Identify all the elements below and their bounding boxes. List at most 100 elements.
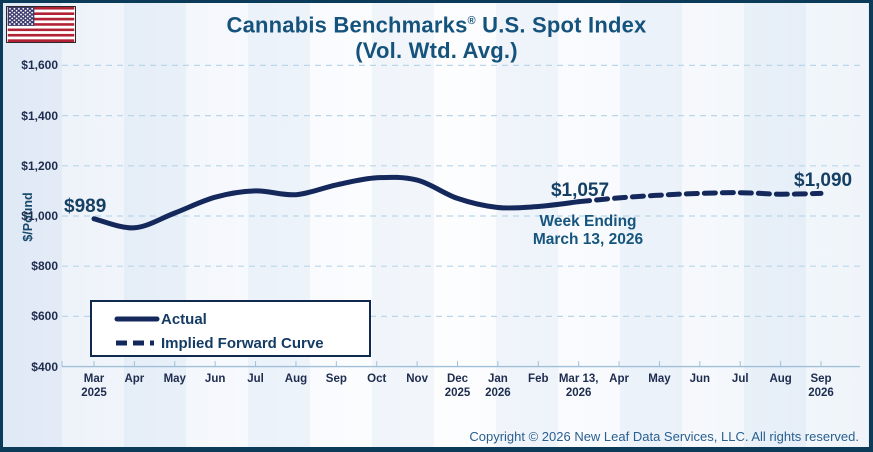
y-axis-tick-labels: $1,600 $1,400 $1,200 $1,000 $800 $600 $400: [0, 0, 58, 452]
flag-star: [15, 13, 18, 16]
copyright-text: Copyright © 2026 New Leaf Data Services,…: [469, 429, 859, 444]
flag-star: [11, 9, 14, 12]
flag-star: [17, 19, 20, 22]
flag-star: [13, 11, 16, 14]
flag-star: [11, 17, 14, 20]
flag-star: [17, 15, 20, 18]
legend-item-actual: Actual: [114, 307, 369, 331]
x-tick-label: Jun: [204, 373, 226, 385]
flag-star: [26, 15, 29, 18]
us-flag-icon: [6, 6, 76, 43]
x-tick-label: Dec 2025: [444, 373, 471, 399]
y-tick-label: $600: [31, 309, 58, 324]
flag-stripe: [7, 31, 75, 34]
x-tick-label: Nov: [406, 373, 428, 385]
flag-star: [9, 23, 11, 25]
chart-title-line2: (Vol. Wtd. Avg.): [355, 38, 518, 64]
current-value-label: $1,057: [550, 180, 610, 201]
flag-star: [26, 11, 29, 14]
flag-stripe: [7, 7, 75, 10]
flag-stripe: [7, 15, 75, 18]
flag-star: [20, 13, 22, 16]
x-tick-label: Sep: [325, 373, 347, 385]
flag-star: [31, 23, 34, 25]
flag-star: [26, 23, 29, 25]
implied-forward-curve-line: [576, 190, 824, 205]
flag-stripe: [7, 25, 75, 29]
flag-star: [24, 21, 27, 24]
x-tick-label: May: [648, 373, 671, 385]
flag-star: [22, 23, 25, 25]
flag-star: [15, 9, 18, 12]
forward-end-value-label: $1,090: [794, 170, 853, 191]
actual-line-swatch: [114, 316, 160, 322]
flag-star: [17, 11, 20, 14]
chart-title: Cannabis Benchmarks® U.S. Spot Index (Vo…: [0, 8, 873, 64]
x-tick-label: Jan 2026: [485, 373, 511, 399]
x-tick-label: Mar 2025: [81, 373, 107, 399]
x-tick-label: Sep 2026: [808, 373, 834, 399]
flag-star: [22, 19, 25, 22]
flag-star: [20, 17, 22, 20]
flag-star: [22, 7, 25, 10]
x-tick-label: Jun: [689, 373, 711, 385]
flag-star: [26, 19, 29, 22]
flag-star: [13, 19, 16, 22]
flag-star: [31, 19, 34, 22]
flag-stripe: [7, 36, 75, 40]
flag-star: [20, 9, 22, 12]
registered-mark: ®: [467, 15, 476, 27]
legend-label-implied-forward: Implied Forward Curve: [161, 334, 324, 352]
chart-title-line1: Cannabis Benchmarks® U.S. Spot Index: [226, 12, 647, 38]
flag-star: [15, 21, 18, 24]
flag-star: [13, 15, 16, 18]
flag-star: [11, 13, 14, 16]
flag-star: [9, 15, 11, 18]
flag-star: [20, 21, 22, 24]
flag-star: [24, 17, 27, 20]
y-tick-label: $800: [31, 259, 58, 274]
flag-star: [29, 13, 31, 16]
flag-star: [24, 13, 27, 16]
flag-star: [31, 11, 34, 14]
flag-star: [22, 11, 25, 14]
flag-stripe: [7, 23, 75, 26]
flag-star: [22, 15, 25, 18]
y-tick-label: $400: [31, 359, 58, 374]
legend-label-actual: Actual: [161, 310, 207, 328]
flag-star: [29, 9, 31, 12]
legend-item-implied-forward: Implied Forward Curve: [114, 331, 369, 355]
flag-star: [9, 11, 11, 14]
flag-star: [29, 21, 31, 24]
week-ending-caption: Week Ending March 13, 2026: [532, 213, 644, 248]
flag-stripe: [7, 17, 75, 21]
flag-star: [17, 7, 20, 10]
flag-star: [24, 9, 27, 12]
flag-star: [11, 21, 14, 24]
x-tick-label: Apr: [609, 373, 629, 385]
flag-star: [17, 23, 20, 25]
flag-star: [9, 7, 11, 10]
x-tick-label: Aug: [769, 373, 792, 385]
flag-stripe: [7, 9, 75, 13]
flag-star: [13, 23, 16, 25]
x-tick-label: Aug: [284, 373, 308, 385]
flag-stripe: [7, 33, 75, 37]
x-tick-label: Feb: [528, 373, 549, 385]
actual-line: [91, 174, 582, 231]
start-value-label: $989: [64, 196, 107, 217]
y-tick-label: $1,200: [21, 158, 58, 173]
flag-stripe: [7, 20, 75, 24]
flag-stripe: [7, 39, 75, 42]
x-tick-label: May: [163, 373, 186, 385]
y-tick-label: $1,600: [21, 58, 58, 73]
implied-forward-line-swatch: [116, 340, 158, 346]
x-tick-label: Jul: [247, 373, 264, 385]
legend-box: Actual Implied Forward Curve: [90, 300, 371, 357]
flag-star: [31, 15, 34, 18]
y-tick-label: $1,400: [21, 108, 58, 123]
x-tick-label: Mar 13, 2026: [558, 373, 599, 399]
flag-star: [26, 7, 29, 10]
flag-star: [31, 7, 34, 10]
